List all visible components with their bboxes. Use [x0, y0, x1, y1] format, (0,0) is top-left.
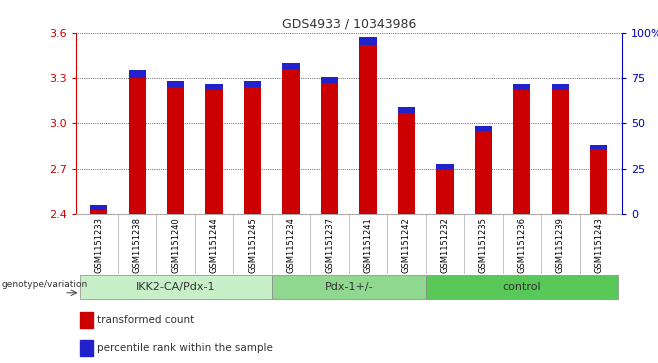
- Text: genotype/variation: genotype/variation: [1, 280, 88, 289]
- Text: GSM1151244: GSM1151244: [210, 217, 218, 273]
- Bar: [436, 164, 453, 214]
- Bar: [474, 126, 492, 214]
- Bar: [474, 126, 492, 131]
- Text: GSM1151241: GSM1151241: [363, 217, 372, 273]
- Text: GSM1151235: GSM1151235: [479, 217, 488, 273]
- Text: percentile rank within the sample: percentile rank within the sample: [97, 343, 273, 353]
- Text: IKK2-CA/Pdx-1: IKK2-CA/Pdx-1: [136, 282, 215, 292]
- Bar: [321, 77, 338, 214]
- Text: Pdx-1+/-: Pdx-1+/-: [324, 282, 373, 292]
- Bar: [282, 63, 299, 214]
- FancyBboxPatch shape: [272, 274, 426, 299]
- Text: GSM1151245: GSM1151245: [248, 217, 257, 273]
- Bar: [282, 63, 299, 69]
- Bar: [167, 81, 184, 214]
- Text: GSM1151242: GSM1151242: [402, 217, 411, 273]
- Bar: [359, 37, 376, 45]
- Text: GSM1151243: GSM1151243: [594, 217, 603, 273]
- Bar: [436, 164, 453, 169]
- Bar: [398, 107, 415, 113]
- Bar: [321, 77, 338, 82]
- Bar: [244, 81, 261, 87]
- Text: transformed count: transformed count: [97, 315, 195, 325]
- Text: GSM1151240: GSM1151240: [171, 217, 180, 273]
- Bar: [551, 84, 569, 90]
- Title: GDS4933 / 10343986: GDS4933 / 10343986: [282, 17, 416, 30]
- Bar: [551, 84, 569, 214]
- Text: GSM1151233: GSM1151233: [94, 217, 103, 273]
- Text: GSM1151237: GSM1151237: [325, 217, 334, 273]
- FancyBboxPatch shape: [426, 274, 618, 299]
- FancyBboxPatch shape: [80, 274, 272, 299]
- Bar: [359, 37, 376, 214]
- Bar: [398, 107, 415, 214]
- Bar: [80, 312, 93, 328]
- Bar: [128, 70, 146, 214]
- Bar: [590, 144, 607, 214]
- Bar: [90, 205, 107, 214]
- Bar: [513, 84, 530, 90]
- Text: GSM1151232: GSM1151232: [440, 217, 449, 273]
- Bar: [80, 340, 93, 356]
- Text: GSM1151238: GSM1151238: [133, 217, 141, 273]
- Text: GSM1151234: GSM1151234: [286, 217, 295, 273]
- Bar: [205, 84, 223, 90]
- Text: control: control: [503, 282, 541, 292]
- Bar: [590, 144, 607, 149]
- Bar: [90, 205, 107, 209]
- Bar: [128, 70, 146, 78]
- Text: GSM1151236: GSM1151236: [517, 217, 526, 273]
- Bar: [205, 84, 223, 214]
- Text: GSM1151239: GSM1151239: [556, 217, 565, 273]
- Bar: [513, 84, 530, 214]
- Bar: [244, 81, 261, 214]
- Bar: [167, 81, 184, 87]
